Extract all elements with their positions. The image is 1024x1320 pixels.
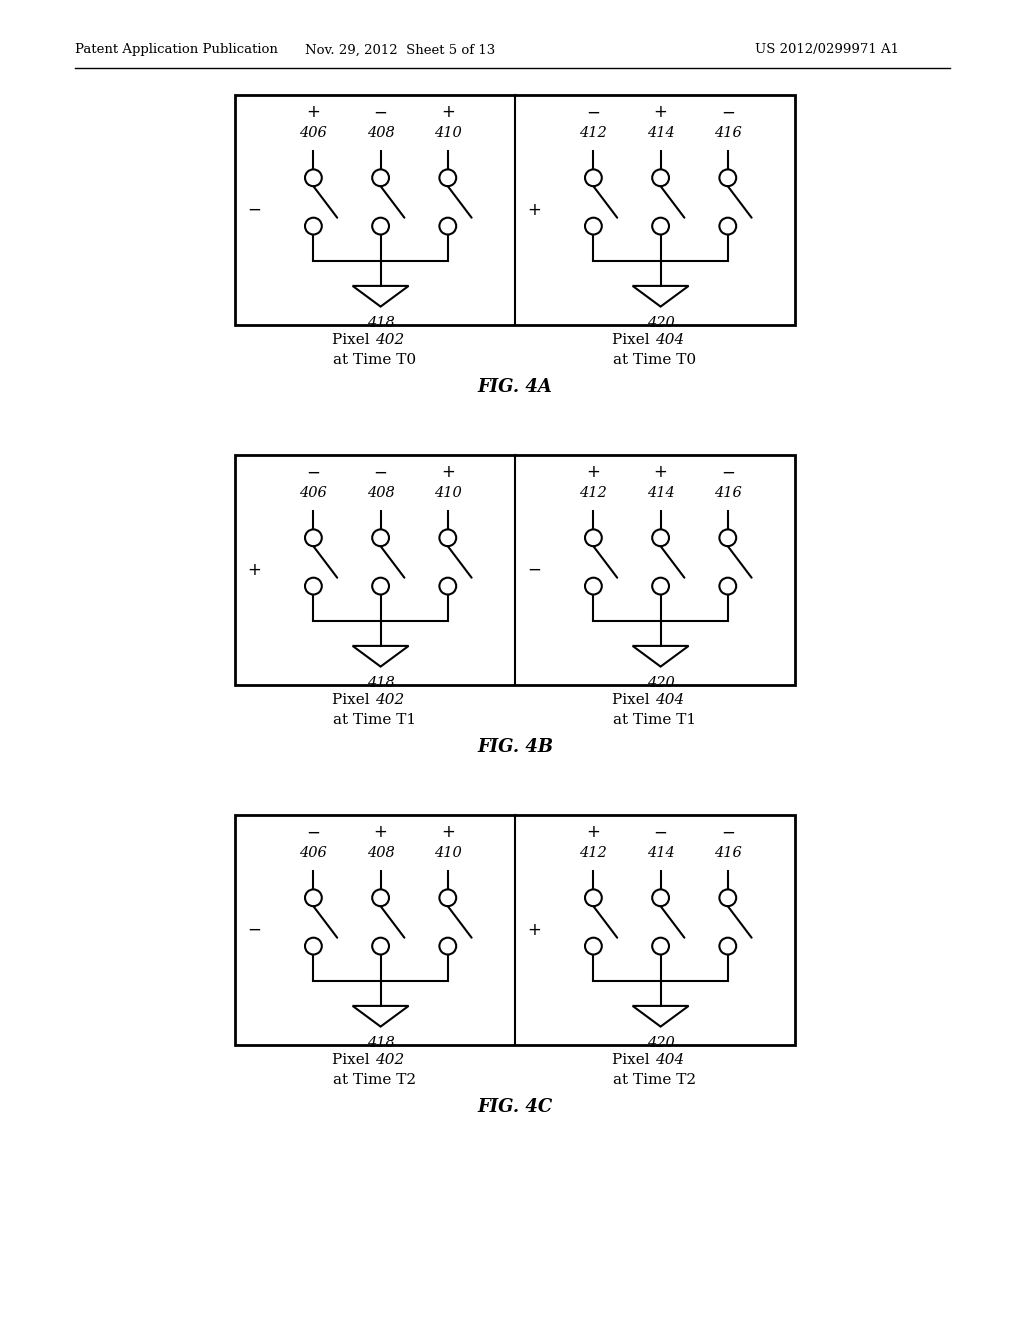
Text: +: + <box>653 463 668 482</box>
Text: −: − <box>721 463 735 482</box>
Text: 416: 416 <box>714 846 741 859</box>
Text: +: + <box>527 921 542 939</box>
Text: 406: 406 <box>300 846 328 859</box>
Text: +: + <box>527 201 542 219</box>
Text: 420: 420 <box>647 1036 675 1049</box>
Text: 408: 408 <box>367 125 394 140</box>
Text: 414: 414 <box>647 125 675 140</box>
Text: −: − <box>721 103 735 121</box>
Text: FIG. 4C: FIG. 4C <box>477 1098 553 1115</box>
Text: at Time T0: at Time T0 <box>334 352 417 367</box>
Text: Pixel: Pixel <box>612 1053 655 1067</box>
Text: −: − <box>306 463 321 482</box>
Text: 408: 408 <box>367 486 394 500</box>
Text: −: − <box>306 824 321 841</box>
Text: 414: 414 <box>647 846 675 859</box>
Text: +: + <box>587 463 600 482</box>
Text: FIG. 4A: FIG. 4A <box>477 378 552 396</box>
Bar <box>234 814 795 1045</box>
Text: −: − <box>527 561 542 579</box>
Text: 420: 420 <box>647 315 675 330</box>
Text: +: + <box>306 103 321 121</box>
Text: 404: 404 <box>655 693 684 708</box>
Text: US 2012/0299971 A1: US 2012/0299971 A1 <box>755 44 899 57</box>
Text: 406: 406 <box>300 125 328 140</box>
Text: 412: 412 <box>580 846 607 859</box>
Text: −: − <box>374 463 387 482</box>
Text: 404: 404 <box>655 1053 684 1067</box>
Text: −: − <box>374 103 387 121</box>
Text: Pixel: Pixel <box>612 333 655 347</box>
Text: Pixel: Pixel <box>333 1053 375 1067</box>
Text: −: − <box>721 824 735 841</box>
Bar <box>234 95 795 325</box>
Text: +: + <box>441 103 455 121</box>
Text: +: + <box>441 824 455 841</box>
Text: +: + <box>653 103 668 121</box>
Text: Pixel: Pixel <box>333 693 375 708</box>
Text: 402: 402 <box>375 693 404 708</box>
Text: at Time T2: at Time T2 <box>613 1073 696 1086</box>
Text: Patent Application Publication: Patent Application Publication <box>75 44 278 57</box>
Text: +: + <box>441 463 455 482</box>
Text: 418: 418 <box>367 1036 394 1049</box>
Text: 408: 408 <box>367 846 394 859</box>
Text: +: + <box>587 824 600 841</box>
Text: at Time T0: at Time T0 <box>613 352 696 367</box>
Text: Pixel: Pixel <box>612 693 655 708</box>
Text: 410: 410 <box>434 486 462 500</box>
Text: at Time T1: at Time T1 <box>613 713 696 727</box>
Text: at Time T2: at Time T2 <box>334 1073 417 1086</box>
Text: Nov. 29, 2012  Sheet 5 of 13: Nov. 29, 2012 Sheet 5 of 13 <box>305 44 496 57</box>
Text: −: − <box>248 921 261 939</box>
Text: 406: 406 <box>300 486 328 500</box>
Text: 418: 418 <box>367 315 394 330</box>
Text: 420: 420 <box>647 676 675 690</box>
Text: 416: 416 <box>714 125 741 140</box>
Text: +: + <box>374 824 387 841</box>
Text: FIG. 4B: FIG. 4B <box>477 738 553 756</box>
Text: 412: 412 <box>580 486 607 500</box>
Text: Pixel: Pixel <box>333 333 375 347</box>
Text: −: − <box>653 824 668 841</box>
Text: 412: 412 <box>580 125 607 140</box>
Text: 418: 418 <box>367 676 394 690</box>
Text: 404: 404 <box>655 333 684 347</box>
Text: 402: 402 <box>375 333 404 347</box>
Text: 410: 410 <box>434 125 462 140</box>
Text: 410: 410 <box>434 846 462 859</box>
Text: at Time T1: at Time T1 <box>334 713 417 727</box>
Text: 416: 416 <box>714 486 741 500</box>
Text: +: + <box>248 561 261 579</box>
Text: 402: 402 <box>375 1053 404 1067</box>
Bar <box>234 455 795 685</box>
Text: 414: 414 <box>647 486 675 500</box>
Text: −: − <box>248 201 261 219</box>
Text: −: − <box>587 103 600 121</box>
